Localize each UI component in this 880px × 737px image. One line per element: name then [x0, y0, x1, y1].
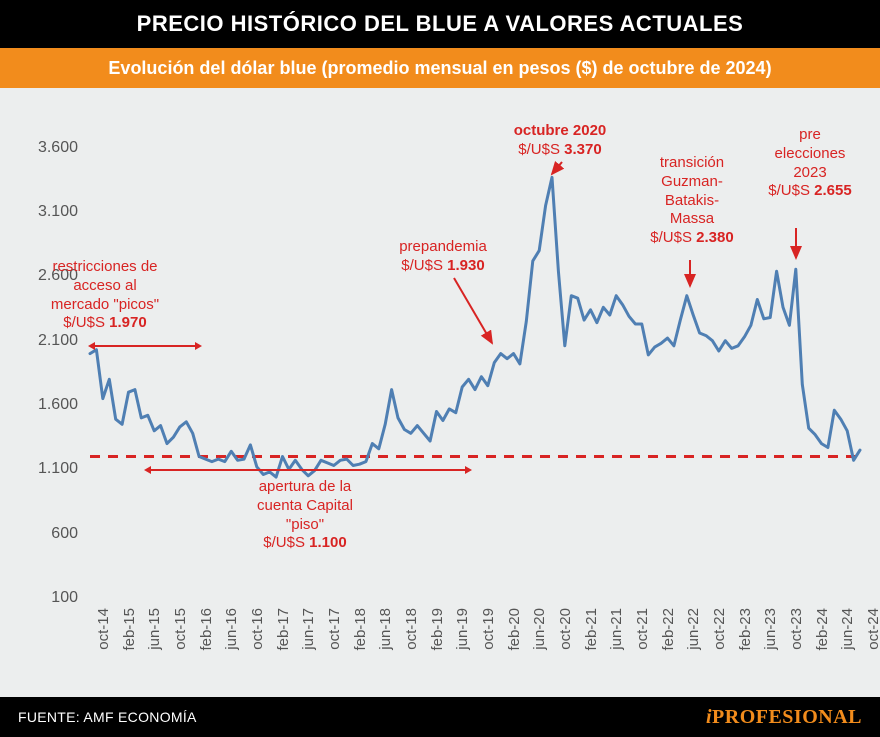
title-text: PRECIO HISTÓRICO DEL BLUE A VALORES ACTU… [137, 11, 744, 37]
annotation-transicion: transiciónGuzman-Batakis-Massa$/U$S 2.38… [638, 154, 746, 248]
y-tick-label: 600 [0, 525, 78, 543]
annotation-span-head [195, 342, 202, 350]
y-tick-label: 100 [0, 589, 78, 607]
x-tick-label: feb-21 [583, 608, 600, 651]
annotation-restricciones: restricciones deacceso almercado "picos"… [20, 258, 190, 333]
x-tick-label: jun-19 [454, 608, 471, 650]
x-tick-label: jun-21 [608, 608, 625, 650]
annotation-prepandemia: prepandemia$/U$S 1.930 [368, 238, 518, 276]
x-tick-label: feb-16 [198, 608, 215, 651]
x-tick-label: oct-22 [711, 608, 728, 650]
x-tick-label: jun-16 [223, 608, 240, 650]
source-text: FUENTE: AMF ECONOMÍA [18, 709, 197, 725]
x-tick-label: oct-24 [865, 608, 880, 650]
x-tick-label: jun-18 [377, 608, 394, 650]
x-tick-label: oct-23 [788, 608, 805, 650]
x-tick-label: oct-18 [403, 608, 420, 650]
x-tick-label: feb-18 [352, 608, 369, 651]
x-tick-label: feb-24 [814, 608, 831, 651]
source-bar: FUENTE: AMF ECONOMÍA IPROFESIONAL [0, 697, 880, 737]
annotation-span-head [465, 466, 472, 474]
y-tick-label: 1.100 [0, 460, 78, 478]
annotation-span-head [144, 466, 151, 474]
x-tick-label: jun-15 [146, 608, 163, 650]
x-tick-label: oct-16 [249, 608, 266, 650]
brand-logo: IPROFESIONAL [706, 706, 862, 729]
chart-panel: 1006001.1001.6002.1002.6003.1003.600oct-… [0, 88, 880, 697]
subtitle-text: Evolución del dólar blue (promedio mensu… [108, 58, 771, 79]
x-tick-label: feb-23 [737, 608, 754, 651]
brand-rest: PROFESIONAL [712, 706, 862, 728]
x-tick-label: jun-22 [685, 608, 702, 650]
x-tick-label: oct-19 [480, 608, 497, 650]
annotation-arrow [454, 278, 492, 343]
x-tick-label: feb-19 [429, 608, 446, 651]
y-tick-label: 1.600 [0, 396, 78, 414]
x-tick-label: oct-17 [326, 608, 343, 650]
x-tick-label: oct-20 [557, 608, 574, 650]
x-tick-label: oct-15 [172, 608, 189, 650]
x-tick-label: feb-20 [506, 608, 523, 651]
chart-svg [0, 88, 880, 697]
annotation-preelecciones: preelecciones2023$/U$S 2.655 [760, 126, 860, 201]
title-bar: PRECIO HISTÓRICO DEL BLUE A VALORES ACTU… [0, 0, 880, 48]
annotation-oct2020: octubre 2020$/U$S 3.370 [490, 122, 630, 160]
chart-frame: PRECIO HISTÓRICO DEL BLUE A VALORES ACTU… [0, 0, 880, 737]
x-tick-label: jun-23 [762, 608, 779, 650]
x-tick-label: jun-20 [531, 608, 548, 650]
y-tick-label: 3.600 [0, 139, 78, 157]
x-tick-label: feb-15 [121, 608, 138, 651]
x-tick-label: oct-21 [634, 608, 651, 650]
y-tick-label: 3.100 [0, 203, 78, 221]
x-tick-label: feb-22 [660, 608, 677, 651]
x-tick-label: oct-14 [95, 608, 112, 650]
y-tick-label: 2.100 [0, 332, 78, 350]
x-tick-label: jun-17 [300, 608, 317, 650]
annotation-apertura: apertura de lacuenta Capital"piso"$/U$S … [220, 478, 390, 553]
annotation-span-head [88, 342, 95, 350]
annotation-arrow [552, 162, 562, 174]
x-tick-label: jun-24 [839, 608, 856, 650]
x-tick-label: feb-17 [275, 608, 292, 651]
subtitle-bar: Evolución del dólar blue (promedio mensu… [0, 48, 880, 88]
